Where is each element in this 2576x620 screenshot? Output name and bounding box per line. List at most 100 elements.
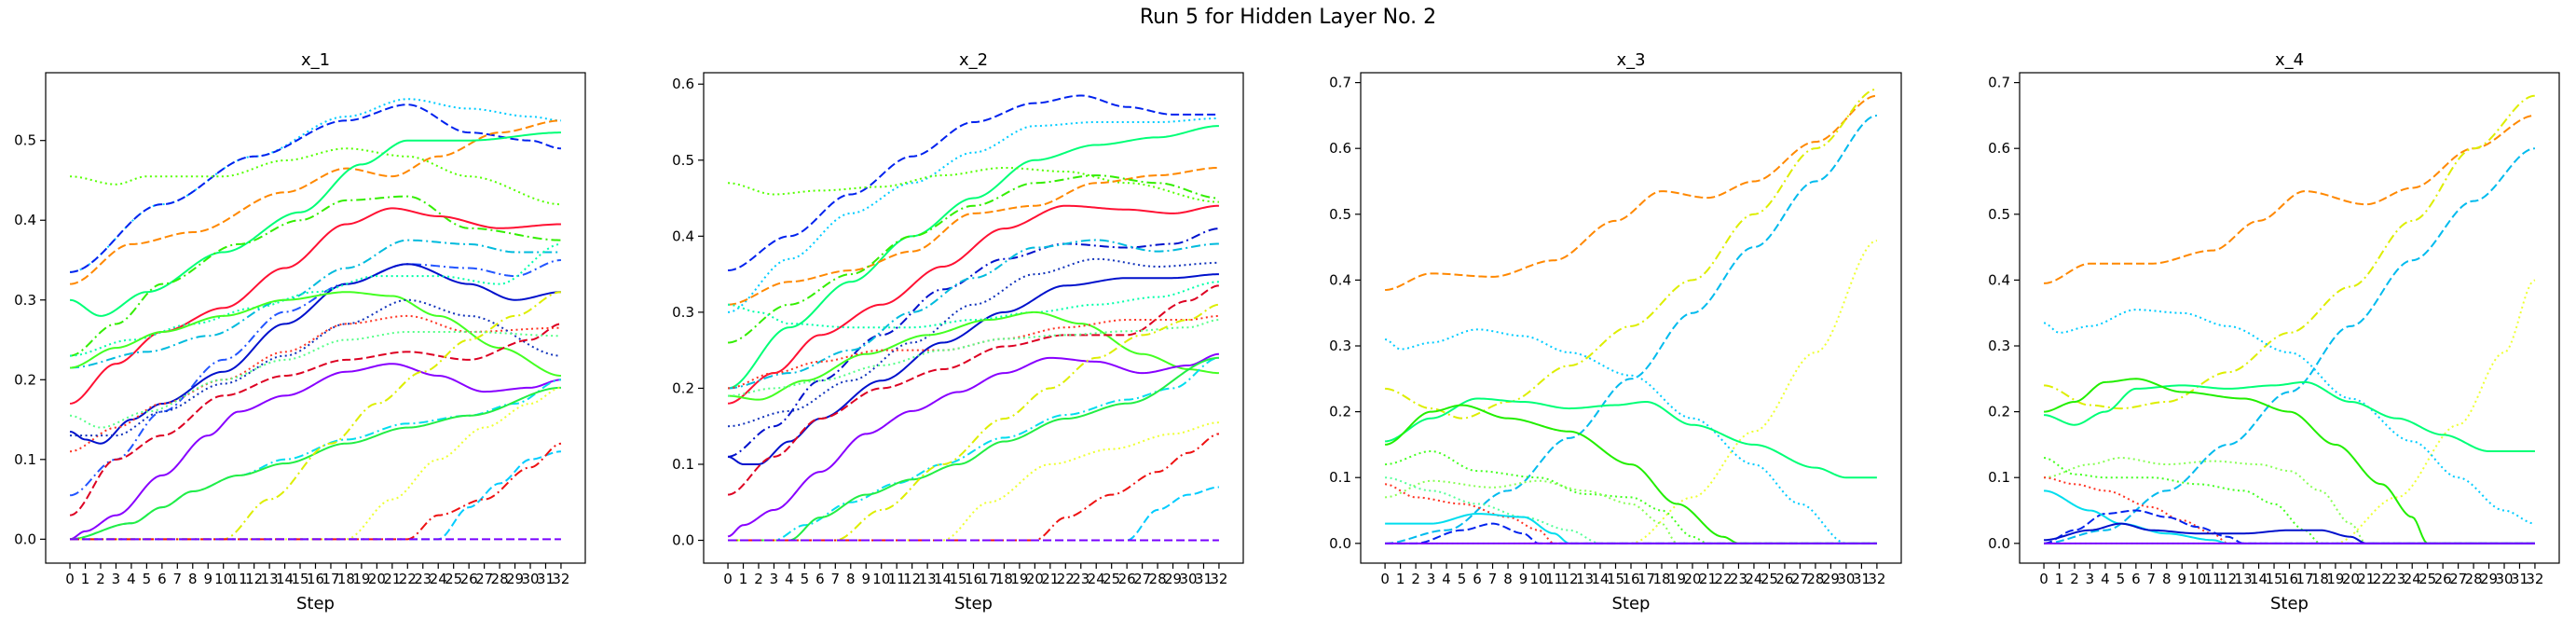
y-tick-label: 0.4 (672, 227, 694, 244)
x-tick-label: 23 (414, 571, 432, 587)
series-line-12 (70, 291, 561, 378)
x-tick-label: 19 (2326, 571, 2344, 587)
x-tick-label: 1 (2055, 571, 2064, 587)
series-line-10 (69, 263, 561, 445)
x-tick-label: 3 (770, 571, 779, 587)
x-tick-label: 9 (1519, 571, 1528, 587)
x-tick-label: 29 (1822, 571, 1840, 587)
x-tick-label: 4 (127, 571, 136, 587)
x-tick-label: 9 (861, 571, 870, 587)
x-tick-label: 32 (1868, 571, 1885, 587)
x-tick-label: 8 (846, 571, 856, 587)
series-line-3 (1385, 114, 1878, 544)
x-tick-label: 10 (214, 571, 232, 587)
x-tick-label: 5 (2117, 571, 2126, 587)
y-tick-label: 0.0 (672, 532, 694, 549)
axes-frame (703, 72, 1244, 564)
series-line-18 (70, 379, 562, 541)
x-tick-label: 1 (81, 571, 90, 587)
series-line-13 (728, 310, 1219, 401)
x-tick-label: 27 (475, 571, 493, 587)
x-tick-label: 10 (1529, 571, 1547, 587)
x-tick-label: 2 (1411, 571, 1420, 587)
x-tick-label: 11 (230, 571, 248, 587)
series-line-8 (727, 227, 1219, 458)
y-tick-label: 0.3 (672, 304, 694, 321)
series-line-12 (1385, 513, 1877, 544)
x-tick-label: 14 (934, 571, 952, 587)
x-tick-label: 29 (2480, 571, 2498, 587)
x-tick-label: 24 (430, 571, 447, 587)
y-tick-label: 0.2 (1988, 404, 2010, 420)
x-tick-label: 8 (188, 571, 198, 587)
x-tick-label: 14 (2250, 571, 2268, 587)
series-line-20 (70, 291, 562, 541)
y-tick-label: 0.0 (1329, 535, 1351, 552)
subplot-x-4: 0.00.10.20.30.40.50.60.70 1 2 3 4 5 6 7 8 9 101112… (1988, 50, 2560, 613)
x-tick-label: 25 (2418, 571, 2436, 587)
x-tick-label: 21 (2357, 571, 2375, 587)
y-tick-label: 0.6 (1329, 140, 1351, 157)
series-line-10 (728, 257, 1219, 428)
x-tick-label: 26 (460, 571, 478, 587)
x-tick-label: 21 (1699, 571, 1717, 587)
x-tick-label: 4 (785, 571, 794, 587)
x-tick-label: 21 (383, 571, 401, 587)
series-line-6 (2043, 380, 2535, 452)
y-tick-label: 0.7 (1988, 75, 2010, 91)
x-tick-label: 31 (1853, 571, 1870, 587)
x-tick-label: 30 (1179, 571, 1197, 587)
x-tick-label: 11 (888, 571, 906, 587)
x-tick-label: 28 (1806, 571, 1824, 587)
x-tick-label: 16 (965, 571, 982, 587)
series-line-2 (2043, 94, 2536, 410)
x-tick-label: 12 (1560, 571, 1578, 587)
series-line-11 (70, 242, 562, 357)
series-line-19 (728, 356, 1219, 542)
series-line-11 (1385, 483, 1877, 544)
x-tick-label: 11 (1545, 571, 1563, 587)
series-line-17 (69, 363, 561, 541)
x-tick-label: 20 (368, 571, 386, 587)
x-tick-label: 17 (2295, 571, 2313, 587)
x-tick-label: 5 (143, 571, 152, 587)
series-line-7 (727, 204, 1219, 405)
x-tick-label: 19 (352, 571, 370, 587)
x-tick-label: 13 (1576, 571, 1594, 587)
y-tick-label: 0.4 (14, 212, 36, 228)
x-tick-label: 10 (872, 571, 890, 587)
x-tick-label: 8 (1503, 571, 1513, 587)
series-line-9 (69, 258, 561, 497)
y-tick-label: 0.4 (1988, 271, 2010, 288)
x-tick-label: 20 (1026, 571, 1044, 587)
x-tick-label: 16 (2281, 571, 2298, 587)
x-tick-label: 14 (276, 571, 294, 587)
x-tick-label: 2 (754, 571, 763, 587)
x-tick-label: 10 (2188, 571, 2206, 587)
x-tick-label: 5 (801, 571, 810, 587)
x-tick-label: 3 (1427, 571, 1436, 587)
x-tick-label: 24 (2404, 571, 2421, 587)
y-tick-label: 0.3 (14, 292, 36, 309)
x-tick-label: 15 (291, 571, 308, 587)
x-tick-label: 31 (537, 571, 555, 587)
series-line-11 (727, 273, 1219, 465)
subplot-x-2: 0.00.10.20.30.40.50.60 1 2 3 4 5 6 7 8 9 101112131… (672, 50, 1244, 613)
x-tick-label: 32 (2526, 571, 2543, 587)
x-tick-label: 6 (1473, 571, 1482, 587)
series-line-1 (727, 94, 1219, 272)
series-line-14 (70, 298, 561, 437)
x-tick-label: 17 (980, 571, 997, 587)
series-line-17 (727, 352, 1220, 538)
series-line-18 (728, 356, 1220, 542)
series-line-5 (2043, 309, 2536, 525)
x-tick-label: 27 (1133, 571, 1151, 587)
x-tick-label: 12 (903, 571, 921, 587)
x-tick-label: 7 (173, 571, 183, 587)
x-tick-label: 25 (445, 571, 462, 587)
x-tick-label: 17 (322, 571, 339, 587)
y-tick-label: 0.2 (1329, 404, 1351, 420)
y-tick-label: 0.1 (1988, 469, 2010, 486)
series-line-3 (2044, 147, 2536, 544)
x-tick-label: 32 (1210, 571, 1227, 587)
